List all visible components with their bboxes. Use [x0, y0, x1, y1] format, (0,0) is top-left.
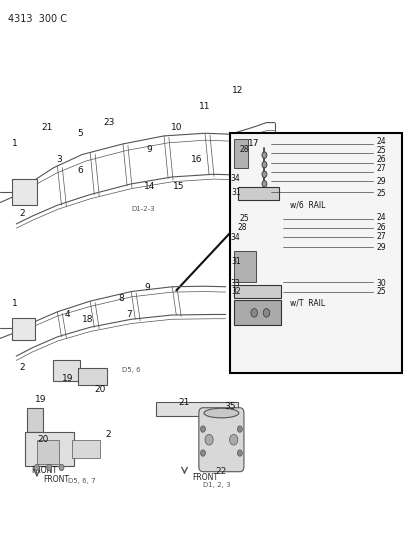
- Text: 8: 8: [118, 294, 124, 303]
- Text: 34: 34: [230, 174, 240, 183]
- Text: 19: 19: [62, 374, 73, 383]
- Text: 26: 26: [375, 156, 385, 164]
- Text: 2: 2: [20, 209, 25, 217]
- Text: FRONT: FRONT: [192, 473, 218, 481]
- Text: D1, 2, 3: D1, 2, 3: [203, 482, 231, 488]
- Text: 18: 18: [82, 316, 94, 324]
- Text: FRONT: FRONT: [43, 475, 69, 484]
- Text: 27: 27: [375, 232, 385, 240]
- FancyBboxPatch shape: [233, 285, 280, 298]
- Text: 1: 1: [11, 140, 17, 148]
- Text: 3: 3: [56, 156, 62, 164]
- Text: 31: 31: [230, 189, 240, 197]
- FancyBboxPatch shape: [237, 187, 278, 200]
- Text: 30: 30: [375, 279, 385, 288]
- Circle shape: [47, 464, 52, 471]
- Text: 14: 14: [144, 182, 155, 191]
- Text: 29: 29: [375, 244, 385, 252]
- Text: FRONT: FRONT: [31, 466, 57, 475]
- FancyBboxPatch shape: [53, 360, 80, 381]
- Text: 9: 9: [146, 145, 152, 154]
- Text: D5, 6: D5, 6: [121, 367, 140, 374]
- Text: D1-2-3: D1-2-3: [131, 206, 155, 213]
- Text: D5, 6, 7: D5, 6, 7: [68, 478, 96, 484]
- Text: 10: 10: [170, 124, 182, 132]
- Text: 28: 28: [238, 145, 248, 154]
- Text: 22: 22: [215, 467, 227, 476]
- Text: 24: 24: [375, 137, 385, 146]
- Circle shape: [263, 309, 269, 317]
- FancyBboxPatch shape: [233, 300, 280, 325]
- Text: 29: 29: [375, 177, 385, 185]
- Circle shape: [261, 161, 266, 168]
- Circle shape: [237, 450, 242, 456]
- Text: 11: 11: [199, 102, 210, 111]
- FancyBboxPatch shape: [25, 432, 74, 466]
- Circle shape: [200, 426, 205, 432]
- FancyBboxPatch shape: [155, 402, 237, 416]
- Bar: [229, 133, 401, 373]
- Circle shape: [237, 426, 242, 432]
- Text: 19: 19: [35, 395, 47, 404]
- Circle shape: [59, 464, 64, 471]
- Text: 28: 28: [236, 223, 246, 232]
- FancyBboxPatch shape: [233, 251, 256, 282]
- FancyBboxPatch shape: [231, 133, 260, 171]
- Circle shape: [261, 171, 266, 177]
- Text: 7: 7: [126, 310, 132, 319]
- Text: 16: 16: [191, 156, 202, 164]
- Circle shape: [229, 434, 237, 445]
- Text: w/6  RAIL: w/6 RAIL: [289, 201, 324, 209]
- Text: 4313  300 C: 4313 300 C: [8, 14, 67, 24]
- Text: 5: 5: [77, 129, 83, 138]
- Text: 25: 25: [375, 146, 385, 155]
- Circle shape: [261, 152, 266, 158]
- Text: 20: 20: [94, 385, 106, 393]
- Text: 24: 24: [375, 213, 385, 222]
- Circle shape: [34, 464, 39, 471]
- Text: 20: 20: [37, 435, 49, 444]
- Text: 9: 9: [144, 284, 150, 292]
- Text: 32: 32: [230, 287, 240, 296]
- Ellipse shape: [204, 408, 238, 418]
- Circle shape: [250, 309, 257, 317]
- Text: 21: 21: [41, 124, 53, 132]
- Text: 31: 31: [230, 257, 240, 265]
- Text: 12: 12: [231, 86, 243, 95]
- FancyBboxPatch shape: [198, 408, 243, 472]
- Text: 27: 27: [375, 165, 385, 173]
- Text: 26: 26: [375, 223, 385, 231]
- Circle shape: [261, 181, 266, 187]
- Text: 4: 4: [65, 310, 70, 319]
- FancyBboxPatch shape: [12, 318, 35, 340]
- Text: 21: 21: [178, 398, 190, 407]
- Text: 25: 25: [238, 214, 248, 223]
- Text: 33: 33: [230, 279, 240, 288]
- Text: 25: 25: [375, 189, 385, 198]
- Circle shape: [200, 450, 205, 456]
- FancyBboxPatch shape: [12, 179, 37, 205]
- Text: 6: 6: [77, 166, 83, 175]
- Text: 1: 1: [11, 300, 17, 308]
- Circle shape: [204, 434, 213, 445]
- Text: 17: 17: [248, 140, 259, 148]
- Text: 25: 25: [375, 287, 385, 296]
- FancyBboxPatch shape: [37, 440, 59, 464]
- FancyBboxPatch shape: [233, 139, 247, 168]
- Text: w/T  RAIL: w/T RAIL: [289, 298, 324, 307]
- Text: 23: 23: [103, 118, 114, 127]
- Text: 34: 34: [230, 233, 240, 241]
- FancyBboxPatch shape: [27, 408, 43, 432]
- FancyBboxPatch shape: [72, 440, 100, 458]
- Text: 35: 35: [223, 402, 235, 410]
- FancyBboxPatch shape: [78, 368, 106, 385]
- Text: 2: 2: [106, 430, 111, 439]
- Text: 2: 2: [20, 364, 25, 372]
- Text: 15: 15: [172, 182, 184, 191]
